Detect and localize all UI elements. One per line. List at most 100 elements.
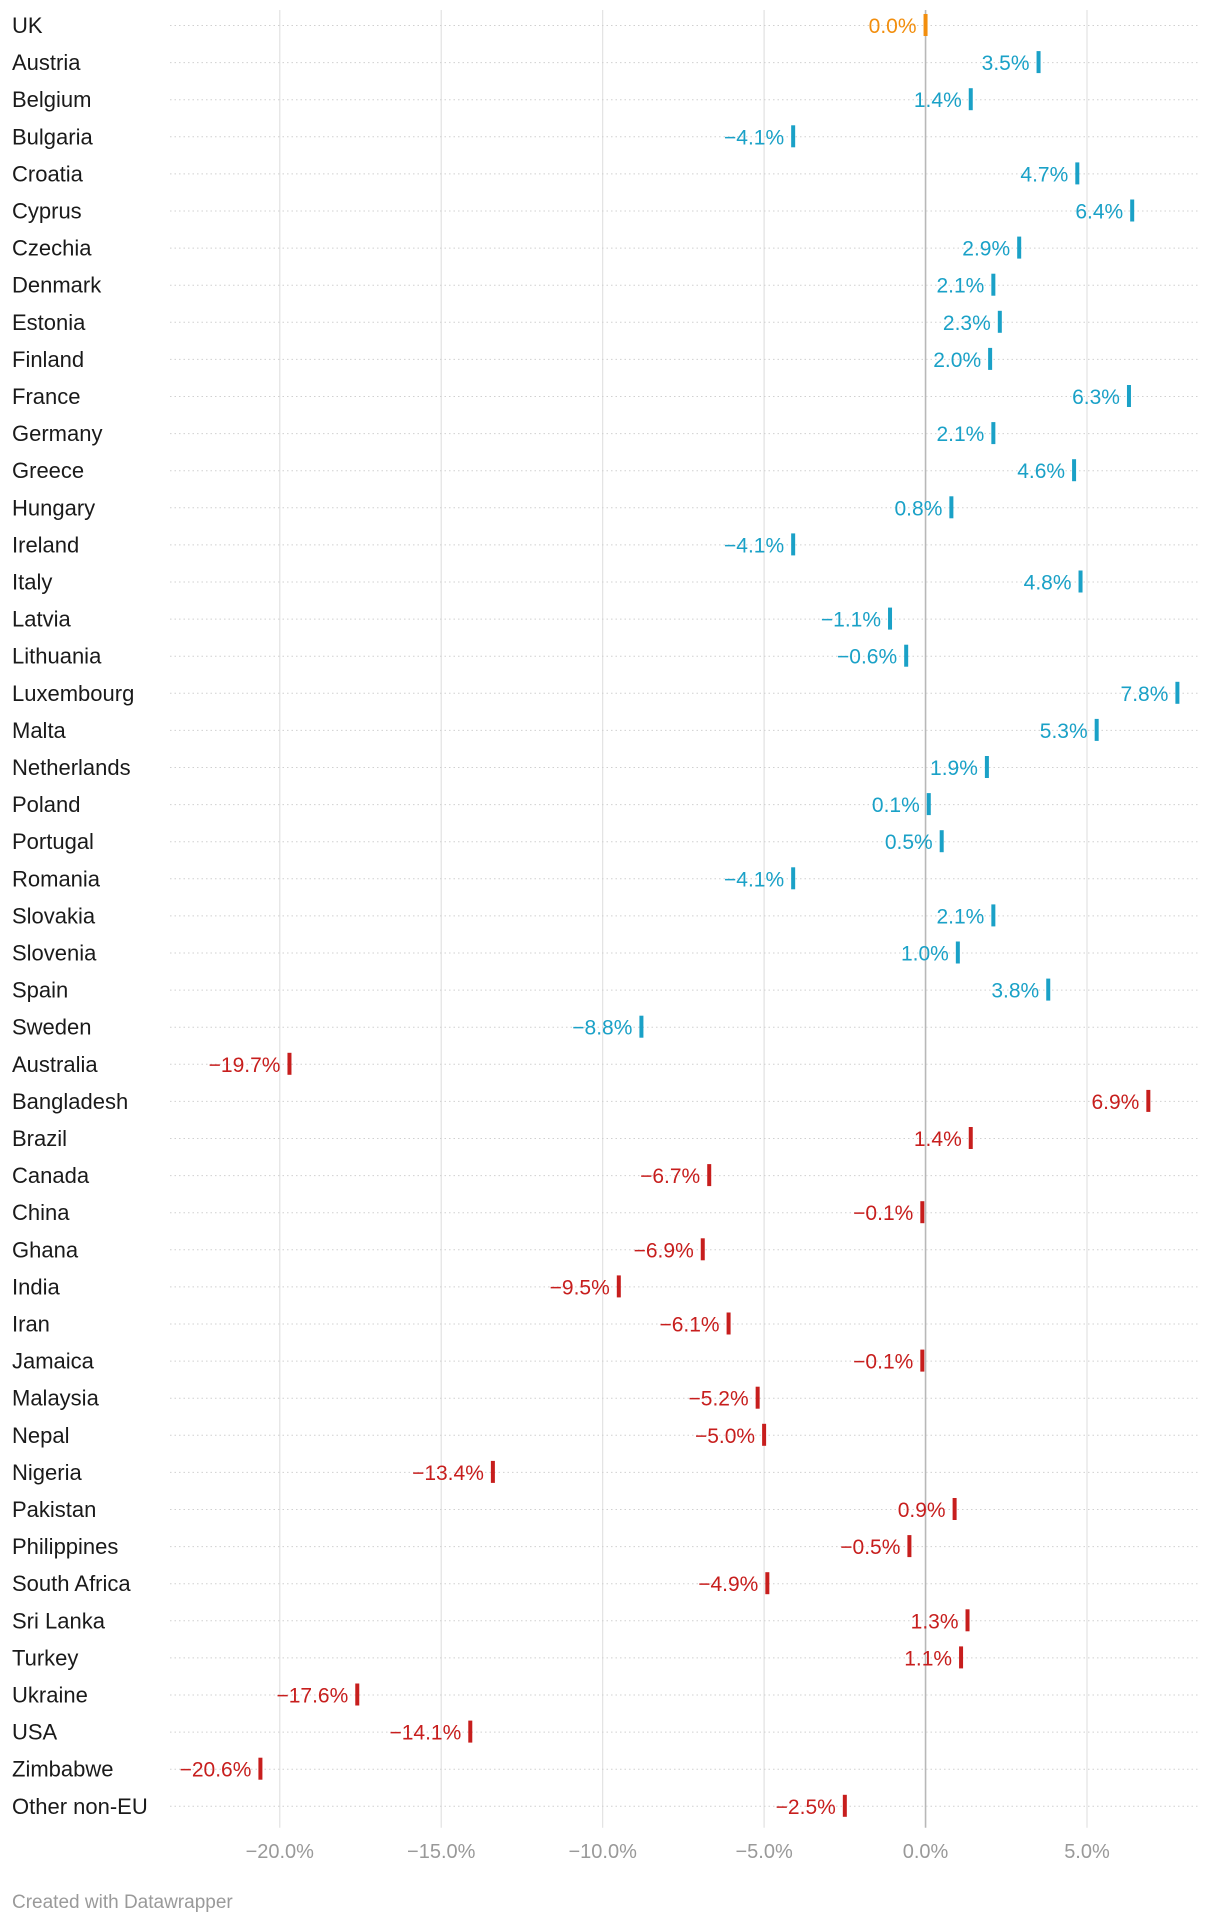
value-label: 3.8% <box>991 980 1039 1003</box>
row-label: Iran <box>12 1312 50 1337</box>
value-label: 0.9% <box>898 1499 946 1522</box>
value-label: −1.1% <box>821 609 881 632</box>
row-label: Zimbabwe <box>12 1757 113 1782</box>
value-marker <box>952 1498 957 1520</box>
value-label: −8.8% <box>572 1017 632 1040</box>
chart-row: Austria 3.5% <box>12 50 1200 75</box>
value-marker <box>1036 51 1041 74</box>
chart-row: Belgium 1.4% <box>12 87 1200 112</box>
value-label: 2.1% <box>936 423 984 446</box>
chart-row: Romania −4.1% <box>12 866 1200 891</box>
value-label: 1.0% <box>901 943 949 966</box>
value-marker <box>1072 459 1077 482</box>
value-label: 2.1% <box>936 905 984 928</box>
value-label: −14.1% <box>389 1722 461 1745</box>
chart-row: Estonia 2.3% <box>12 310 1200 335</box>
value-label: 4.6% <box>1017 460 1065 483</box>
value-label: 2.3% <box>943 312 991 335</box>
value-label: 0.1% <box>872 794 920 817</box>
row-label: Bangladesh <box>12 1089 128 1114</box>
x-axis-tick-labels: −20.0% −15.0% −10.0% −5.0% 0.0% 5.0% <box>246 1841 1110 1863</box>
row-label: UK <box>12 13 43 38</box>
chart-row: Nigeria −13.4% <box>12 1460 1200 1485</box>
row-label: Nepal <box>12 1423 69 1448</box>
row-label: Sweden <box>12 1015 92 1040</box>
chart-row: Greece 4.6% <box>12 458 1200 483</box>
row-label: Latvia <box>12 607 71 632</box>
value-marker <box>1126 385 1131 407</box>
value-label: −0.1% <box>853 1351 913 1374</box>
value-label: 6.9% <box>1091 1091 1139 1114</box>
value-marker <box>968 88 973 111</box>
value-marker <box>1075 162 1080 185</box>
x-tick-label: −10.0% <box>568 1841 637 1863</box>
value-marker <box>765 1572 770 1595</box>
chart-row: Latvia −1.1% <box>12 607 1200 632</box>
value-marker <box>468 1720 473 1743</box>
chart-row: Pakistan 0.9% <box>12 1497 1200 1522</box>
value-label: 0.8% <box>895 497 943 520</box>
row-label: Romania <box>12 866 101 891</box>
chart-row: Zimbabwe −20.6% <box>12 1757 1200 1782</box>
value-label: −5.0% <box>695 1425 755 1448</box>
row-label: Slovenia <box>12 941 97 966</box>
value-marker <box>355 1683 360 1706</box>
value-label: −4.9% <box>698 1573 758 1596</box>
chart-row: Brazil 1.4% <box>12 1126 1200 1151</box>
row-label: Sri Lanka <box>12 1608 106 1633</box>
chart-row: Lithuania −0.6% <box>12 644 1200 669</box>
chart-row: Bulgaria −4.1% <box>12 124 1200 149</box>
chart-row: Croatia 4.7% <box>12 161 1200 186</box>
value-marker <box>997 310 1002 333</box>
row-label: South Africa <box>12 1571 131 1596</box>
row-label: Brazil <box>12 1126 67 1151</box>
value-marker <box>258 1757 263 1780</box>
value-marker <box>923 14 928 36</box>
row-label: Bulgaria <box>12 124 93 149</box>
value-marker <box>959 1646 964 1669</box>
row-label: Jamaica <box>12 1349 95 1374</box>
chart-row: Malaysia −5.2% <box>12 1386 1200 1411</box>
row-label: Malaysia <box>12 1386 100 1411</box>
value-marker <box>926 793 931 816</box>
row-label: Luxembourg <box>12 681 134 706</box>
value-label: −5.2% <box>689 1388 749 1411</box>
value-label: 1.4% <box>914 1128 962 1151</box>
value-label: −20.6% <box>180 1759 252 1782</box>
row-label: Ghana <box>12 1237 79 1262</box>
value-marker <box>988 347 993 370</box>
chart-row: UK 0.0% <box>12 13 1200 38</box>
value-label: −0.6% <box>837 646 897 669</box>
value-label: 3.5% <box>982 52 1030 75</box>
chart-row: Cyprus 6.4% <box>12 199 1200 224</box>
chart-row: Iran −6.1% <box>12 1312 1200 1337</box>
row-label: Croatia <box>12 161 84 186</box>
chart-row: Czechia 2.9% <box>12 236 1200 261</box>
value-label: 7.8% <box>1121 683 1169 706</box>
value-label: 2.1% <box>936 275 984 298</box>
value-marker <box>991 904 996 927</box>
chart-row: Slovakia 2.1% <box>12 903 1200 928</box>
value-label: −19.7% <box>209 1054 281 1077</box>
row-label: Turkey <box>12 1645 78 1670</box>
value-label: −0.5% <box>840 1536 900 1559</box>
chart-row: Sweden −8.8% <box>12 1015 1200 1040</box>
value-marker <box>1017 236 1022 259</box>
row-label: Portugal <box>12 829 94 854</box>
row-label: Other non-EU <box>12 1794 148 1819</box>
value-marker <box>842 1794 847 1817</box>
value-marker <box>920 1349 925 1372</box>
row-label: Lithuania <box>12 644 102 669</box>
value-label: 4.8% <box>1024 572 1072 595</box>
value-label: −6.1% <box>659 1314 719 1337</box>
row-label: Italy <box>12 570 52 595</box>
row-label: Finland <box>12 347 84 372</box>
chart-row: Finland 2.0% <box>12 347 1200 372</box>
value-marker <box>1046 978 1051 1001</box>
chart-row: South Africa −4.9% <box>12 1571 1200 1596</box>
value-marker <box>888 607 893 630</box>
value-marker <box>616 1275 621 1298</box>
value-label: −4.1% <box>724 868 784 891</box>
chart-row: Netherlands 1.9% <box>12 755 1200 780</box>
